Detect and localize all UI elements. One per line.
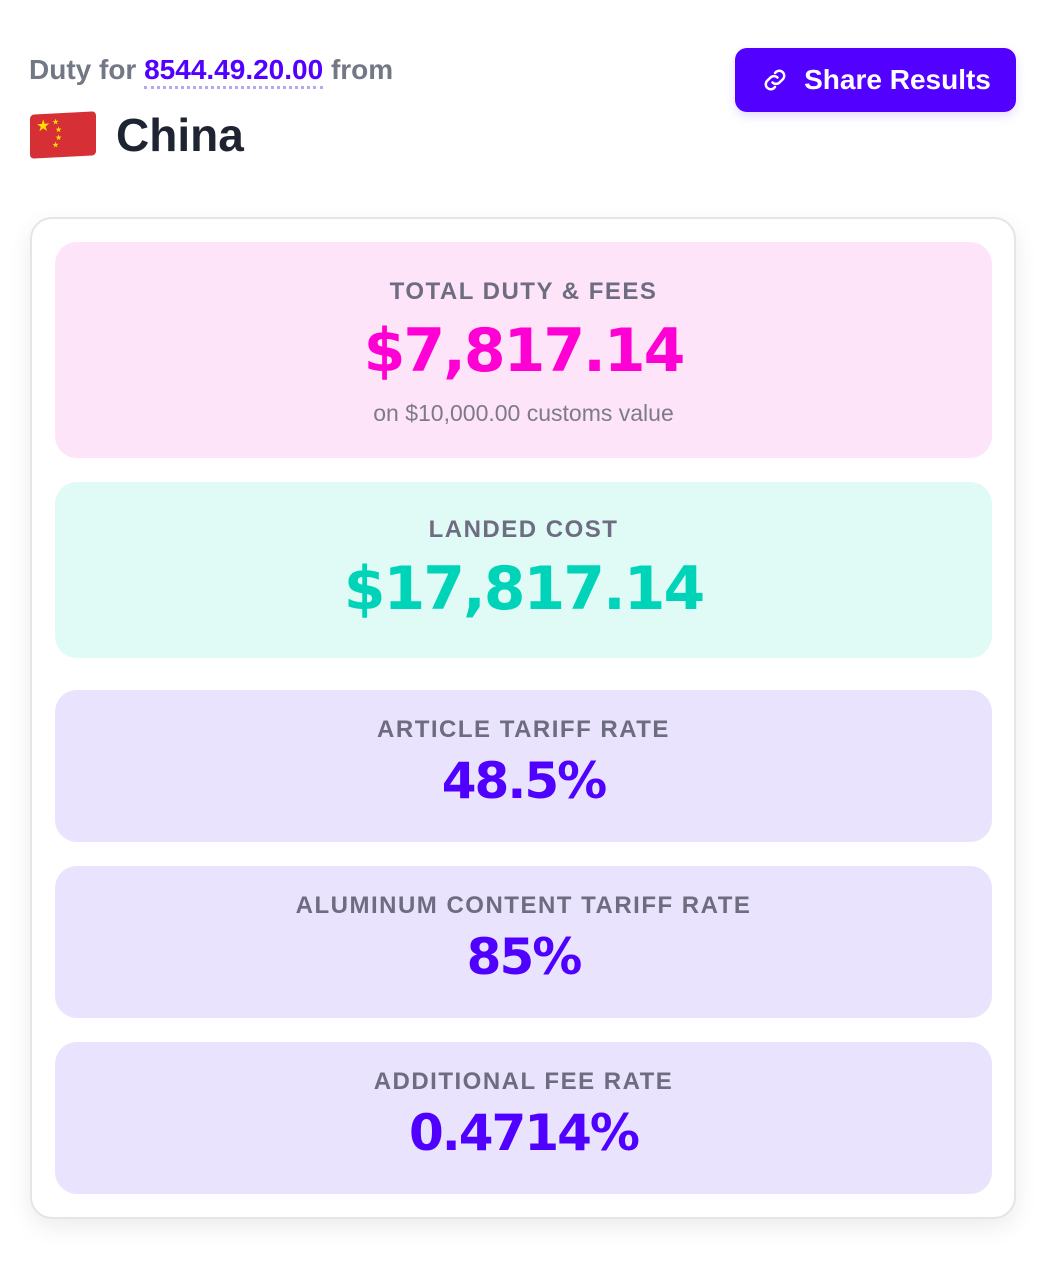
landed-cost-panel: LANDED COST $17,817.14: [55, 482, 992, 658]
share-results-button[interactable]: Share Results: [735, 48, 1016, 112]
total-duty-label: TOTAL DUTY & FEES: [389, 278, 658, 305]
aluminum-tariff-panel: ALUMINUM CONTENT TARIFF RATE 85%: [55, 866, 992, 1018]
total-duty-panel: TOTAL DUTY & FEES $7,817.14 on $10,000.0…: [55, 242, 992, 458]
hts-code-link[interactable]: 8544.49.20.00: [144, 54, 324, 89]
country-name: China: [116, 109, 244, 161]
duty-prefix: Duty for: [29, 54, 137, 85]
duty-suffix: from: [330, 54, 394, 85]
share-label: Share Results: [804, 64, 991, 95]
article-tariff-value: 48.5%: [441, 752, 607, 810]
additional-fee-panel: ADDITIONAL FEE RATE 0.4714%: [55, 1042, 992, 1194]
results-card: TOTAL DUTY & FEES $7,817.14 on $10,000.0…: [30, 217, 1016, 1219]
article-tariff-label: ARTICLE TARIFF RATE: [377, 716, 670, 743]
additional-fee-value: 0.4714%: [408, 1104, 640, 1162]
customs-value-note: on $10,000.00 customs value: [373, 400, 674, 426]
additional-fee-label: ADDITIONAL FEE RATE: [373, 1068, 674, 1095]
landed-cost-label: LANDED COST: [428, 516, 619, 543]
link-icon: [764, 69, 786, 91]
landed-cost-value: $17,817.14: [343, 554, 706, 624]
aluminum-tariff-label: ALUMINUM CONTENT TARIFF RATE: [295, 892, 752, 919]
total-duty-value: $7,817.14: [363, 316, 686, 386]
aluminum-tariff-value: 85%: [466, 928, 583, 986]
china-flag-icon: ★ ★ ★ ★ ★: [30, 111, 96, 159]
country-heading: ★ ★ ★ ★ ★ China: [30, 108, 244, 162]
article-tariff-panel: ARTICLE TARIFF RATE 48.5%: [55, 690, 992, 842]
duty-heading: Duty for 8544.49.20.00 from: [29, 54, 394, 89]
